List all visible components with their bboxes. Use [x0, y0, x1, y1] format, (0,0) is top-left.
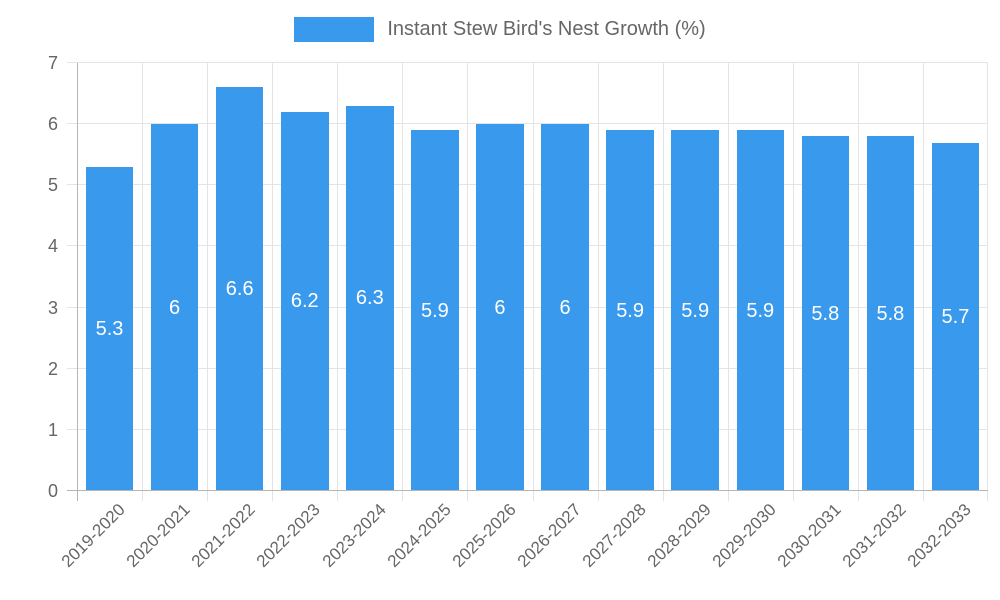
x-tick-mark: [922, 491, 924, 501]
v-gridline: [662, 63, 664, 491]
y-tick-mark: [67, 367, 77, 369]
x-tick-mark: [77, 491, 78, 501]
v-gridline: [922, 63, 924, 491]
y-tick-mark: [67, 428, 77, 430]
legend-label: Instant Stew Bird's Nest Growth (%): [387, 18, 706, 40]
legend[interactable]: Instant Stew Bird's Nest Growth (%): [0, 17, 1000, 42]
x-tick-label: 2022-2023: [253, 500, 325, 571]
x-tick-mark: [792, 491, 794, 501]
x-tick-label: 2028-2029: [643, 500, 715, 571]
bar-value-label: 5.9: [420, 299, 449, 322]
x-tick-label: 2023-2024: [318, 500, 390, 571]
x-tick-mark: [467, 491, 469, 501]
bar-value-label: 5.7: [941, 305, 970, 328]
bar-2032-2033[interactable]: [931, 142, 980, 491]
x-tick-mark: [597, 491, 599, 501]
y-tick-mark: [67, 245, 77, 247]
bar-2026-2027[interactable]: [541, 124, 589, 491]
bar-value-label: 6: [494, 296, 506, 319]
x-tick-label: 2026-2027: [513, 500, 585, 571]
bar-value-label: 6.2: [290, 290, 319, 313]
v-gridline: [532, 63, 534, 491]
bar-2024-2025[interactable]: [411, 130, 459, 491]
y-tick-mark: [67, 490, 77, 491]
y-axis-line: [77, 63, 78, 491]
legend-swatch: [294, 17, 375, 42]
bar-2027-2028[interactable]: [606, 130, 654, 491]
bar-2021-2022[interactable]: [215, 87, 264, 491]
x-tick-label: 2031-2032: [838, 500, 910, 571]
v-gridline: [142, 63, 144, 491]
x-tick-label: 2025-2026: [448, 500, 520, 571]
bar-value-label: 5.9: [681, 299, 710, 322]
x-tick-label: 2020-2021: [123, 500, 195, 571]
v-gridline: [402, 63, 404, 491]
x-tick-mark: [272, 491, 274, 501]
v-gridline: [337, 63, 339, 491]
x-tick-mark: [207, 491, 209, 501]
v-gridline: [467, 63, 469, 491]
bar-value-label: 5.8: [811, 302, 840, 325]
x-tick-label: 2027-2028: [578, 500, 650, 571]
bar-2020-2021[interactable]: [150, 124, 199, 491]
v-gridline: [597, 63, 599, 491]
bar-value-label: 5.8: [876, 302, 905, 325]
y-tick-label: 2: [47, 358, 58, 379]
x-tick-mark: [987, 491, 988, 501]
v-gridline: [792, 63, 794, 491]
x-tick-mark: [532, 491, 534, 501]
h-gridline: [77, 62, 988, 63]
x-tick-label: 2024-2025: [383, 500, 455, 571]
bar-value-label: 6.6: [225, 278, 254, 301]
x-tick-mark: [142, 491, 144, 501]
y-tick-label: 4: [47, 236, 58, 257]
bar-2023-2024[interactable]: [346, 105, 394, 491]
x-tick-label: 2032-2033: [903, 500, 975, 571]
y-tick-label: 0: [47, 481, 58, 501]
x-tick-mark: [337, 491, 339, 501]
v-gridline: [857, 63, 859, 491]
v-gridline: [987, 63, 988, 491]
x-tick-mark: [662, 491, 664, 501]
bar-value-label: 6: [559, 296, 571, 319]
bar-value-label: 5.9: [746, 299, 775, 322]
bar-value-label: 6.3: [355, 287, 384, 310]
v-gridline: [207, 63, 209, 491]
bar-2029-2030[interactable]: [736, 130, 784, 491]
bar-2025-2026[interactable]: [476, 124, 524, 491]
v-gridline: [272, 63, 274, 491]
bar-value-label: 6: [169, 296, 181, 319]
bar-2028-2029[interactable]: [671, 130, 719, 491]
bar-2031-2032[interactable]: [866, 136, 915, 491]
y-tick-mark: [67, 62, 77, 63]
y-tick-label: 3: [47, 297, 58, 318]
plot-area: 5.3 6 6.6 6.2 6.3 5.9 6 6 5.9 5.9 5.9 5.8 5.8 5.7: [67, 62, 988, 501]
x-tick-label: 2030-2031: [773, 500, 845, 571]
bar-value-label: 5.3: [95, 317, 124, 340]
x-tick-label: 2019-2020: [58, 500, 129, 571]
y-tick-mark: [67, 184, 77, 186]
x-tick-label: 2021-2022: [188, 500, 260, 571]
y-tick-label: 6: [47, 114, 58, 135]
bar-2022-2023[interactable]: [281, 111, 329, 491]
x-tick-mark: [402, 491, 404, 501]
y-tick-label: 7: [47, 53, 58, 73]
x-tick-mark: [727, 491, 729, 501]
x-axis-line: [77, 490, 988, 491]
y-tick-label: 1: [47, 419, 58, 440]
bar-2019-2020[interactable]: [85, 166, 134, 491]
y-tick-label: 5: [47, 175, 58, 196]
bar-value-label: 5.9: [616, 299, 644, 322]
y-tick-mark: [67, 306, 77, 308]
x-tick-label: 2029-2030: [708, 500, 780, 571]
v-gridline: [727, 63, 729, 491]
y-tick-mark: [67, 123, 77, 125]
bar-2030-2031[interactable]: [801, 136, 850, 491]
x-tick-mark: [857, 491, 859, 501]
